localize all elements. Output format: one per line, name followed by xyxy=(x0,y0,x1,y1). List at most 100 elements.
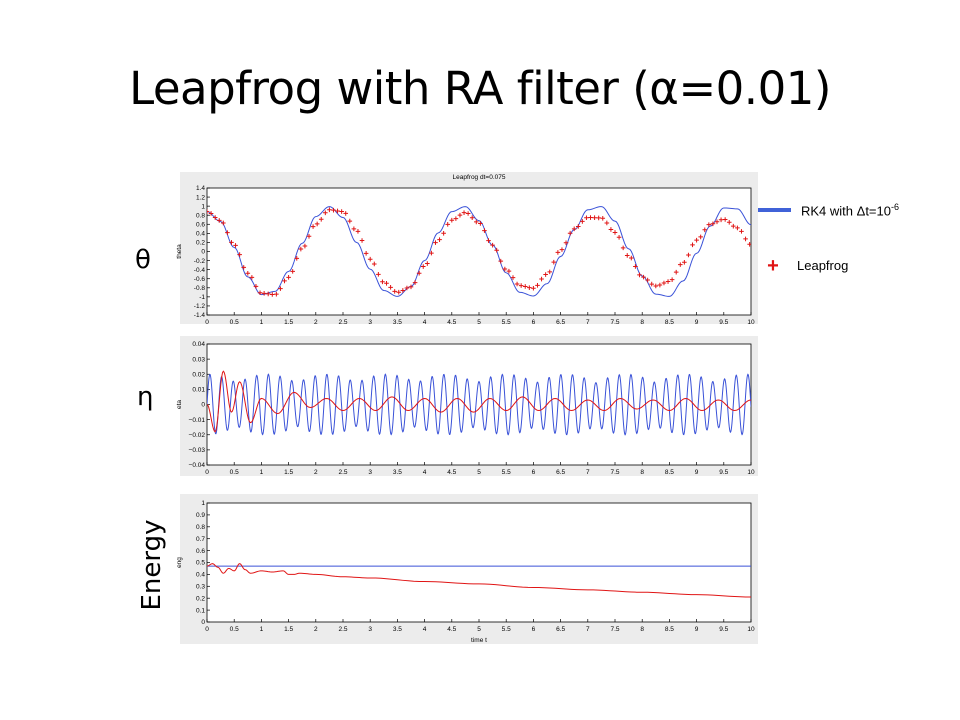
plot-1-xtick-label: 6 xyxy=(532,469,536,476)
plot-0-marker xyxy=(637,272,642,278)
plot-0-marker xyxy=(673,269,679,275)
plot-0-ytick-label: -1.2 xyxy=(194,303,206,310)
plot-0-xtick-label: 0.5 xyxy=(230,319,239,326)
plot-0-ytick-label: 0 xyxy=(201,249,205,256)
plot-2-xtick-label: 6.5 xyxy=(556,626,565,633)
plot-0-ytick-label: -0.8 xyxy=(194,285,206,292)
plot-2-xtick-label: 7 xyxy=(586,626,590,633)
plot-2-ytick-label: 0.6 xyxy=(196,548,205,555)
plot-0-marker xyxy=(294,256,300,261)
plot-2-xtick-label: 8 xyxy=(640,626,644,633)
plot-1-ytick-label: 0.01 xyxy=(192,387,205,394)
plot-1-ytick-label: 0.03 xyxy=(192,356,205,363)
plot-0-marker xyxy=(208,211,214,216)
plot-0-marker xyxy=(698,234,703,240)
plot-1-xtick-label: 3.5 xyxy=(393,469,402,476)
plot-0-marker xyxy=(641,274,646,280)
plot-0-marker xyxy=(547,269,553,275)
plot-0-ytick-label: -0.4 xyxy=(194,267,206,274)
plot-1-xtick-label: 4.5 xyxy=(447,469,456,476)
plot-0-marker xyxy=(257,290,263,296)
plot-0-marker xyxy=(588,215,593,220)
plot-0-marker xyxy=(286,275,291,280)
plot-0-marker xyxy=(473,219,479,225)
plot-0-marker xyxy=(567,230,573,236)
plot-1-ytick-label: −0.01 xyxy=(189,417,206,424)
plot-0-marker xyxy=(314,221,320,227)
plot-0-marker xyxy=(425,261,430,266)
plot-0-ytick-label: -0.6 xyxy=(194,276,206,283)
plot-1-xtick-label: 8.5 xyxy=(665,469,674,476)
plot-1-xtick-label: 1 xyxy=(260,469,264,476)
plot-0-marker xyxy=(269,292,275,297)
plot-0-xtick-label: 10 xyxy=(747,319,755,326)
plot-1-xtick-label: 2.5 xyxy=(338,469,347,476)
plot-0-marker xyxy=(355,229,361,234)
plot-0-marker xyxy=(327,207,332,213)
plot-0-marker xyxy=(298,246,304,252)
plot-1-xtick-label: 4 xyxy=(423,469,427,476)
plot-1-xtick-label: 9 xyxy=(695,469,699,476)
plot-0-marker xyxy=(274,291,279,297)
plot-0-marker xyxy=(453,216,459,221)
plot-0-marker xyxy=(747,241,751,247)
plot-2-ytick-label: 0.8 xyxy=(196,524,205,531)
plot-1-series-line xyxy=(207,370,751,433)
plot-0-marker xyxy=(245,270,251,276)
plot-0-marker xyxy=(518,283,524,288)
plot-1-xtick-label: 8 xyxy=(640,469,644,476)
legend-plus-marker: + xyxy=(767,254,779,277)
plot-1-xtick-label: 2 xyxy=(314,469,318,476)
plot-2-xtick-label: 0.5 xyxy=(230,626,239,633)
plot-0-marker xyxy=(437,237,442,242)
plot-2-xtick-label: 2 xyxy=(314,626,318,633)
plot-0-marker xyxy=(469,215,475,221)
plot-0-ytick-label: -1.4 xyxy=(194,312,206,319)
plot-0-marker xyxy=(359,238,365,243)
plot-0-marker xyxy=(498,258,504,264)
plot-0-marker xyxy=(604,220,610,226)
plot-0-marker xyxy=(710,221,716,227)
legend: RK4 with Δt=10-6 + Leapfrog xyxy=(755,196,960,286)
plot-0-marker xyxy=(376,272,381,277)
plot-0-xtick-label: 4.5 xyxy=(447,319,456,326)
plot-0-marker xyxy=(686,252,691,258)
plot-1-xtick-label: 5.5 xyxy=(502,469,511,476)
plot-0-marker xyxy=(665,279,671,284)
plot-1-series-line xyxy=(207,373,751,436)
plot-0-marker xyxy=(335,208,340,214)
plot-0-marker xyxy=(616,235,622,240)
plot-0-marker xyxy=(739,229,744,234)
plot-0-marker xyxy=(461,210,467,215)
plot-2-ytick-label: 1 xyxy=(201,500,205,507)
plot-0-xtick-label: 7 xyxy=(586,319,590,326)
plot-2-xtick-label: 8.5 xyxy=(665,626,674,633)
plot-1-xtick-label: 5 xyxy=(477,469,481,476)
plot-1-xtick-label: 7.5 xyxy=(610,469,619,476)
plot-0-marker xyxy=(490,242,495,248)
plot-0-marker xyxy=(645,277,650,283)
plot-1-ytick-label: −0.03 xyxy=(189,447,206,454)
plot-0-marker xyxy=(559,247,565,252)
plot-0-ytick-label: 1.4 xyxy=(196,185,205,192)
plot-0-marker xyxy=(310,224,316,229)
plot-2-xtick-label: 10 xyxy=(747,626,755,633)
plot-2-xtick-label: 0 xyxy=(205,626,209,633)
plot-0-xtick-label: 4 xyxy=(423,319,427,326)
plot-0-marker xyxy=(624,253,630,258)
plot-0-marker xyxy=(278,286,283,291)
plot-1-xtick-label: 0 xyxy=(205,469,209,476)
plot-0-marker xyxy=(584,215,589,221)
row-label-theta: θ xyxy=(135,245,151,275)
plot-0-ytick-label: 0.2 xyxy=(196,240,205,247)
plot-1-ylabel: eta xyxy=(176,400,183,409)
plot-2-ytick-label: 0.9 xyxy=(196,512,205,519)
plot-1-ytick-label: −0.04 xyxy=(189,462,206,469)
plot-0-marker xyxy=(237,252,242,257)
plot-0-xtick-label: 6 xyxy=(532,319,536,326)
plot-2-xtick-label: 9 xyxy=(695,626,699,633)
plot-0-marker xyxy=(331,207,336,213)
plot-0-marker xyxy=(706,222,712,227)
plot-1-xtick-label: 1.5 xyxy=(284,469,293,476)
slide-title: Leapfrog with RA filter (α=0.01) xyxy=(129,62,831,115)
